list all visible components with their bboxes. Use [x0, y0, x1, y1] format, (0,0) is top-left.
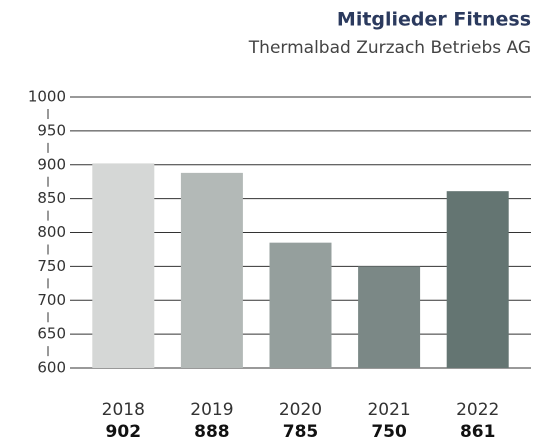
bar	[92, 163, 155, 368]
chart-subtitle: Thermalbad Zurzach Betriebs AG	[248, 38, 531, 58]
x-tick-label: 2018	[102, 400, 145, 420]
value-label: 888	[194, 422, 230, 442]
x-tick-label: 2019	[190, 400, 233, 420]
y-tick-label: 950	[37, 121, 66, 139]
x-tick-label: 2022	[456, 400, 499, 420]
bar	[446, 191, 509, 368]
value-label: 902	[106, 422, 142, 442]
value-label: 785	[283, 422, 319, 442]
y-tick-label: 600	[37, 359, 66, 377]
y-tick-label: 850	[37, 189, 66, 207]
y-tick-label: 700	[37, 291, 66, 309]
y-tick-label: 900	[37, 155, 66, 173]
y-tick-label: 650	[37, 325, 66, 343]
y-tick-label: 750	[37, 257, 66, 275]
y-tick-label: 800	[37, 223, 66, 241]
value-label: 861	[460, 422, 496, 442]
value-label: 750	[371, 422, 407, 442]
x-tick-label: 2021	[367, 400, 410, 420]
bar	[180, 172, 243, 368]
x-tick-label: 2020	[279, 400, 322, 420]
chart-title: Mitglieder Fitness	[337, 9, 531, 31]
y-tick-label: 1000	[28, 88, 66, 106]
bar	[358, 266, 421, 368]
bar	[269, 242, 332, 368]
